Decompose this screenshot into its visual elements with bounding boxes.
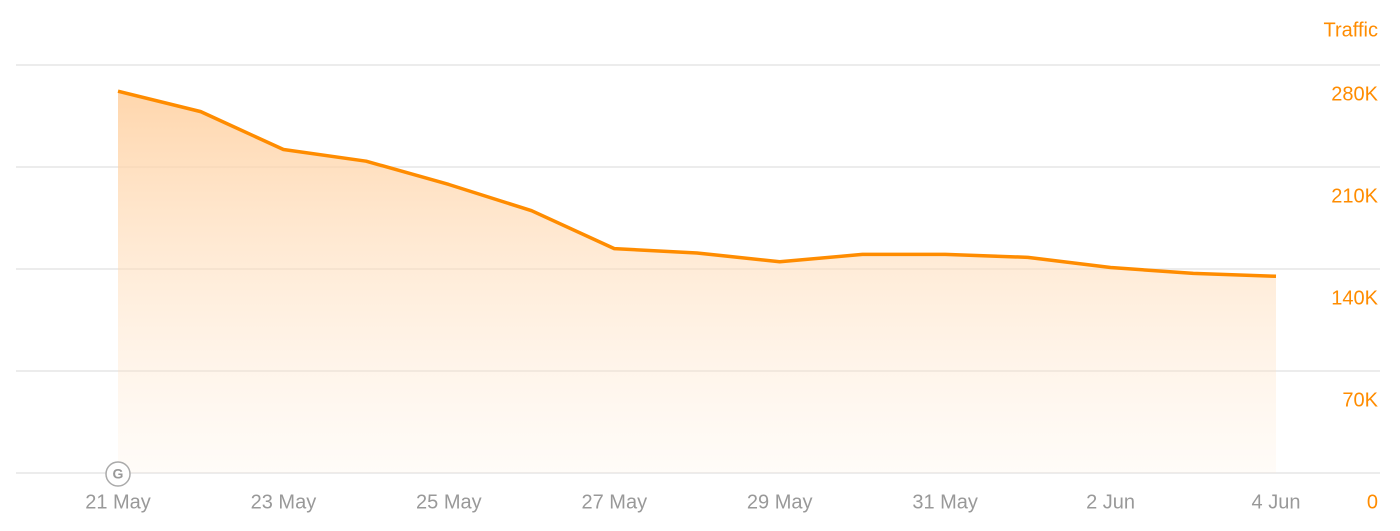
y-tick-label: 140K: [1331, 287, 1378, 309]
x-tick-label: 25 May: [416, 491, 482, 513]
x-tick-label: 21 May: [85, 491, 151, 513]
marker-label: G: [113, 466, 124, 482]
y-tick-label: 70K: [1342, 389, 1378, 411]
x-tick-label: 4 Jun: [1252, 491, 1301, 513]
y-tick-label: 0: [1367, 491, 1378, 513]
x-tick-label: 31 May: [912, 491, 978, 513]
x-tick-label: 29 May: [747, 491, 813, 513]
marker-icon: [105, 461, 131, 487]
x-tick-label: 27 May: [581, 491, 647, 513]
area: [118, 91, 1276, 473]
x-tick-label: 2 Jun: [1086, 491, 1135, 513]
line: [117, 89, 1277, 279]
x-tick-label: 23 May: [251, 491, 317, 513]
y-tick-label: 210K: [1331, 185, 1378, 207]
y-axis-label: Traffic: [1324, 19, 1378, 41]
y-tick-label: 280K: [1331, 83, 1378, 105]
